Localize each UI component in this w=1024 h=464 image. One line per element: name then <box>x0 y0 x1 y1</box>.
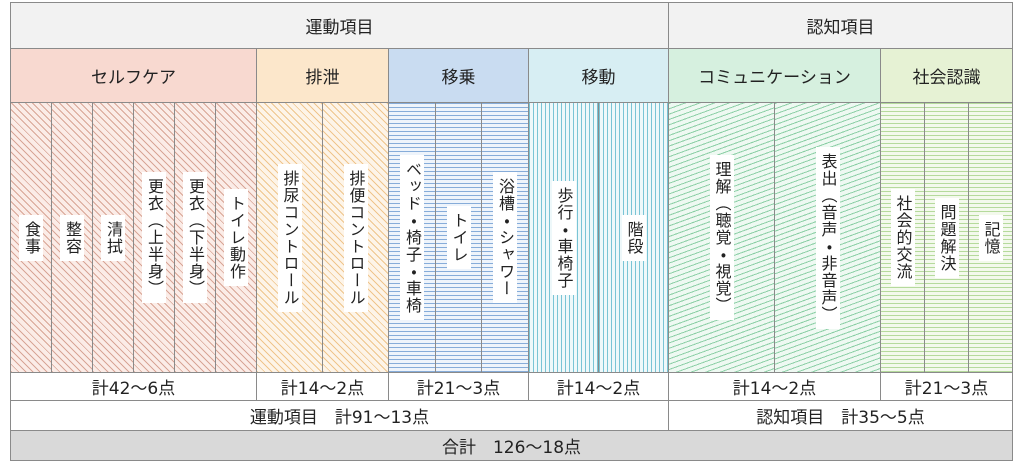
item-label: トイレ動作 <box>224 189 248 286</box>
item-label: 歩行・車椅子 <box>551 180 576 295</box>
group-header: 運動項目 <box>10 2 669 49</box>
category-header: 移動 <box>528 48 669 103</box>
group-total: 認知項目 計35～5点 <box>668 400 1013 431</box>
item-cell: 問題解決 <box>924 102 969 373</box>
item-cell: トイレ動作 <box>215 102 257 373</box>
item-cell: 社会的交流 <box>880 102 925 373</box>
item-cell: 理解（聴覚・視覚） <box>668 102 775 373</box>
item-label: 更衣（下半身） <box>183 172 207 303</box>
subtotal: 計21～3点 <box>880 372 1013 401</box>
item-cell: 更衣（下半身） <box>174 102 216 373</box>
item-cell: 記憶 <box>968 102 1013 373</box>
item-cell: 階段 <box>598 102 669 373</box>
item-cell: 排便コントロール <box>322 102 389 373</box>
item-cell: 更衣（上半身） <box>133 102 175 373</box>
item-cell: 表出（音声・非音声） <box>774 102 881 373</box>
item-label: 清拭 <box>101 214 125 261</box>
category-header: 排泄 <box>256 48 389 103</box>
item-label: 社会的交流 <box>890 189 915 286</box>
item-cell: 歩行・車椅子 <box>528 102 599 373</box>
item-label: 整容 <box>60 214 84 261</box>
category-header: セルフケア <box>10 48 257 103</box>
item-cell: 清拭 <box>92 102 134 373</box>
subtotal: 計14～2点 <box>668 372 881 401</box>
item-label: トイレ <box>446 206 471 269</box>
item-label: 浴槽・シャワー <box>493 172 517 303</box>
item-cell: 整容 <box>51 102 93 373</box>
item-cell: 食事 <box>10 102 52 373</box>
subtotal: 計14～2点 <box>256 372 389 401</box>
category-header: 社会認識 <box>880 48 1013 103</box>
group-total: 運動項目 計91～13点 <box>10 400 669 431</box>
subtotal: 計14～2点 <box>528 372 669 401</box>
item-label: ベッド・椅子・車椅 <box>400 155 424 320</box>
item-label: 表出（音声・非音声） <box>815 146 840 329</box>
item-cell: 浴槽・シャワー <box>481 102 529 373</box>
item-cell: 排尿コントロール <box>256 102 323 373</box>
subtotal: 計21～3点 <box>388 372 529 401</box>
item-cell: トイレ <box>435 102 482 373</box>
category-header: コミュニケーション <box>668 48 881 103</box>
item-label: 排便コントロール <box>343 163 368 312</box>
grand-total: 合計 126～18点 <box>10 430 1013 461</box>
item-label: 問題解決 <box>934 197 959 278</box>
item-label: 理解（聴覚・視覚） <box>709 155 734 320</box>
category-header: 移乗 <box>388 48 529 103</box>
subtotal: 計42～6点 <box>10 372 257 401</box>
item-cell: ベッド・椅子・車椅 <box>388 102 436 373</box>
item-label: 階段 <box>621 214 646 261</box>
item-label: 食事 <box>19 214 43 261</box>
item-label: 更衣（上半身） <box>142 172 166 303</box>
group-header: 認知項目 <box>668 2 1013 49</box>
item-label: 記憶 <box>978 214 1003 261</box>
item-label: 排尿コントロール <box>277 163 302 312</box>
